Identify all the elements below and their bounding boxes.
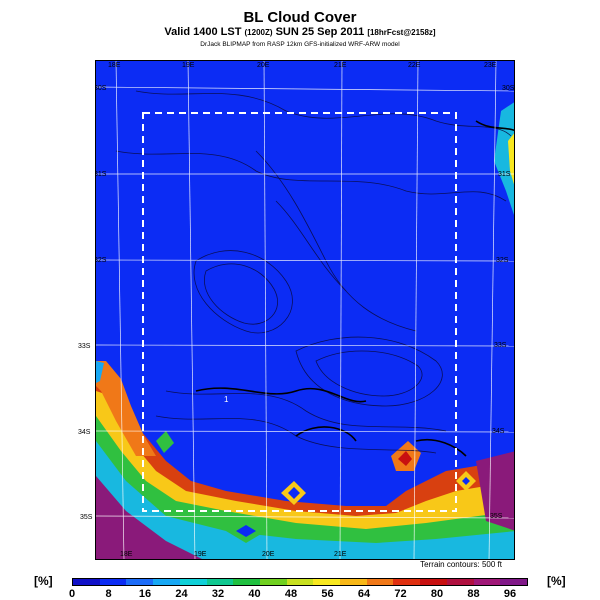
lon-label-top-18e: 18E <box>108 62 121 69</box>
cloud-east-edge-inner <box>508 133 514 185</box>
colorbar <box>72 578 528 586</box>
lat-label-right-35s: 35S <box>490 513 503 520</box>
colorbar-tick-label: 8 <box>105 588 112 600</box>
cloud-blob-5 <box>156 431 174 453</box>
colorbar-unit-right: [%] <box>547 574 566 588</box>
valid-time: Valid 1400 LST (1200Z) SUN 25 Sep 2011 [… <box>0 26 600 38</box>
colorbar-swatch <box>99 579 127 585</box>
lat-label-right-34s: 34S <box>492 428 505 435</box>
colorbar-swatch <box>473 579 501 585</box>
colorbar-swatch <box>366 579 394 585</box>
lon-label-bottom-21e: 21E <box>334 551 347 558</box>
forecast-info: [18hrFcst@2158z] <box>367 28 436 37</box>
terrain-note: Terrain contours: 500 ft <box>420 560 502 569</box>
lat-label-right-32s: 32S <box>496 257 509 264</box>
colorbar-swatch <box>179 579 207 585</box>
colorbar-tick-label: 40 <box>248 588 261 600</box>
lon-label-top-20e: 20E <box>257 62 270 69</box>
lat-label-left-33s: 33S <box>78 343 91 350</box>
cloud-band-cyan <box>96 441 514 559</box>
map-panel: 18E 19E 20E 21E 22E 23E 18E 19E 20E 21E … <box>95 60 515 560</box>
colorbar-swatch <box>446 579 474 585</box>
model-credit: DrJack BLIPMAP from RASP 12km GFS-initia… <box>200 41 400 48</box>
lon-label-top-23e: 23E <box>484 62 497 69</box>
colorbar-swatch <box>420 579 447 585</box>
lon-label-bottom-20e: 20E <box>262 551 275 558</box>
lat-label-right-30s: 30S <box>502 85 515 92</box>
lat-label-right-33s: 33S <box>494 342 507 349</box>
colorbar-tick-label: 64 <box>357 588 371 600</box>
colorbar-tick-label: 56 <box>321 588 334 600</box>
cloud-band-purple <box>96 476 202 559</box>
cloud-blob-1c <box>398 451 412 466</box>
cloud-blob-2c <box>236 525 256 537</box>
latlon-grid <box>96 61 514 559</box>
lat-label-left-34s: 34S <box>78 429 91 436</box>
colorbar-tick-label: 88 <box>467 588 480 600</box>
valid-main: Valid 1400 LST <box>164 26 242 38</box>
cloud-east-purple <box>476 451 514 531</box>
colorbar-tick-label: 16 <box>138 588 152 600</box>
colorbar-swatch <box>233 579 260 585</box>
colorbar-swatch <box>340 579 367 585</box>
map-title: BL Cloud Cover <box>243 9 357 26</box>
lon-label-top-19e: 19E <box>182 62 195 69</box>
colorbar-swatch <box>126 579 154 585</box>
valid-date: SUN 25 Sep 2011 <box>275 26 365 38</box>
lon-label-top-21e: 21E <box>334 62 347 69</box>
colorbar-tick-label: 48 <box>284 588 298 600</box>
colorbar-swatch <box>393 579 421 585</box>
terrain-contours-bold <box>195 120 514 457</box>
terrain-contours <box>115 90 512 454</box>
colorbar-tick-label: 24 <box>175 588 188 600</box>
cloud-east-edge <box>494 102 514 215</box>
lat-label-right-31s: 31S <box>498 171 511 178</box>
colorbar-tick-label: 32 <box>211 588 225 600</box>
colorbar-tick-label: 80 <box>430 588 444 600</box>
cloud-blob-3c <box>288 487 300 499</box>
cloud-band-green <box>96 416 514 559</box>
lat-label-left-30s: 30S <box>95 85 107 92</box>
map-graphic <box>96 61 514 559</box>
lon-label-top-22e: 22E <box>408 62 421 69</box>
lon-label-bottom-19e: 19E <box>194 551 207 558</box>
colorbar-swatch <box>206 579 234 585</box>
colorbar-swatch <box>286 579 314 585</box>
cloud-west-strip <box>96 361 156 456</box>
lat-label-left-31s: 31S <box>95 171 107 178</box>
colorbar-swatch <box>500 579 527 585</box>
lat-label-left-35s: 35S <box>80 514 93 521</box>
colorbar-swatch <box>259 579 287 585</box>
colorbar-tick-label: 96 <box>503 588 517 600</box>
spot-value: 1 <box>224 395 229 404</box>
lat-label-left-32s: 32S <box>95 257 107 264</box>
colorbar-unit-left: [%] <box>34 574 53 588</box>
cloud-blob-4c <box>462 477 470 485</box>
colorbar-swatch <box>313 579 341 585</box>
colorbar-tick-label: 0 <box>68 588 76 600</box>
domain-box <box>142 112 457 512</box>
colorbar-swatch <box>73 579 100 585</box>
lon-label-bottom-18e: 18E <box>120 551 133 558</box>
colorbar-swatch <box>153 579 180 585</box>
valid-utc: (1200Z) <box>244 28 273 37</box>
cloud-west-cyan <box>96 361 104 383</box>
colorbar-tick-label: 72 <box>394 588 407 600</box>
